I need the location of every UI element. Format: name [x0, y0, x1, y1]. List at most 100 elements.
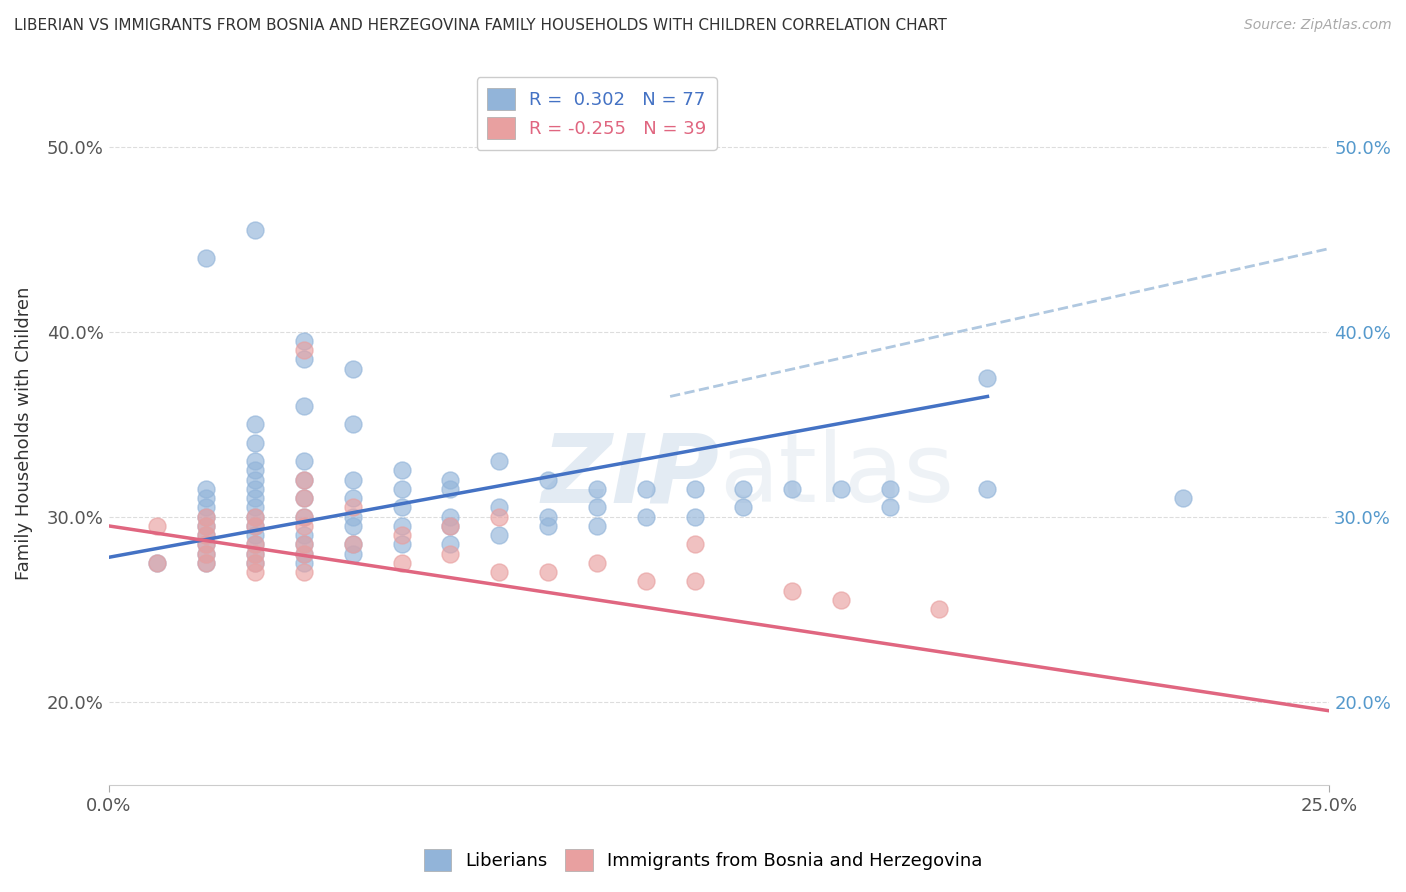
- Point: [292, 537, 315, 551]
- Point: [243, 519, 266, 533]
- Point: [243, 417, 266, 432]
- Point: [292, 509, 315, 524]
- Point: [146, 556, 169, 570]
- Point: [292, 565, 315, 579]
- Point: [733, 500, 755, 515]
- Text: Source: ZipAtlas.com: Source: ZipAtlas.com: [1244, 18, 1392, 32]
- Point: [243, 463, 266, 477]
- Point: [879, 482, 901, 496]
- Point: [586, 482, 609, 496]
- Point: [195, 509, 218, 524]
- Point: [879, 500, 901, 515]
- Point: [488, 565, 510, 579]
- Point: [292, 537, 315, 551]
- Point: [243, 509, 266, 524]
- Point: [683, 509, 706, 524]
- Point: [146, 519, 169, 533]
- Point: [1171, 491, 1194, 505]
- Point: [243, 454, 266, 468]
- Point: [292, 528, 315, 542]
- Point: [391, 482, 413, 496]
- Point: [146, 556, 169, 570]
- Point: [195, 509, 218, 524]
- Point: [195, 491, 218, 505]
- Point: [243, 509, 266, 524]
- Point: [292, 509, 315, 524]
- Point: [439, 482, 461, 496]
- Point: [391, 519, 413, 533]
- Point: [391, 556, 413, 570]
- Point: [780, 482, 803, 496]
- Point: [195, 556, 218, 570]
- Point: [195, 537, 218, 551]
- Point: [342, 361, 364, 376]
- Point: [342, 509, 364, 524]
- Point: [292, 547, 315, 561]
- Point: [537, 519, 560, 533]
- Point: [586, 519, 609, 533]
- Point: [292, 491, 315, 505]
- Point: [634, 482, 657, 496]
- Y-axis label: Family Households with Children: Family Households with Children: [15, 286, 32, 580]
- Point: [683, 482, 706, 496]
- Point: [342, 491, 364, 505]
- Point: [195, 251, 218, 265]
- Point: [976, 482, 998, 496]
- Legend: Liberians, Immigrants from Bosnia and Herzegovina: Liberians, Immigrants from Bosnia and He…: [416, 842, 990, 879]
- Point: [780, 583, 803, 598]
- Point: [683, 574, 706, 589]
- Point: [292, 473, 315, 487]
- Point: [243, 556, 266, 570]
- Point: [586, 556, 609, 570]
- Point: [195, 519, 218, 533]
- Point: [292, 352, 315, 367]
- Point: [537, 565, 560, 579]
- Point: [243, 491, 266, 505]
- Point: [243, 547, 266, 561]
- Point: [634, 574, 657, 589]
- Point: [195, 547, 218, 561]
- Point: [488, 500, 510, 515]
- Point: [634, 509, 657, 524]
- Point: [488, 454, 510, 468]
- Point: [928, 602, 950, 616]
- Point: [292, 454, 315, 468]
- Point: [195, 528, 218, 542]
- Point: [342, 417, 364, 432]
- Point: [243, 565, 266, 579]
- Point: [537, 473, 560, 487]
- Point: [488, 509, 510, 524]
- Point: [342, 537, 364, 551]
- Point: [243, 528, 266, 542]
- Point: [243, 547, 266, 561]
- Point: [292, 334, 315, 348]
- Text: LIBERIAN VS IMMIGRANTS FROM BOSNIA AND HERZEGOVINA FAMILY HOUSEHOLDS WITH CHILDR: LIBERIAN VS IMMIGRANTS FROM BOSNIA AND H…: [14, 18, 946, 33]
- Point: [195, 482, 218, 496]
- Point: [391, 537, 413, 551]
- Point: [195, 556, 218, 570]
- Point: [243, 537, 266, 551]
- Point: [391, 528, 413, 542]
- Point: [195, 537, 218, 551]
- Point: [292, 399, 315, 413]
- Point: [342, 519, 364, 533]
- Point: [830, 482, 852, 496]
- Point: [195, 547, 218, 561]
- Point: [292, 547, 315, 561]
- Point: [292, 343, 315, 358]
- Text: atlas: atlas: [718, 429, 955, 522]
- Point: [439, 519, 461, 533]
- Point: [292, 519, 315, 533]
- Point: [195, 500, 218, 515]
- Point: [733, 482, 755, 496]
- Point: [342, 537, 364, 551]
- Point: [830, 592, 852, 607]
- Point: [586, 500, 609, 515]
- Point: [292, 491, 315, 505]
- Point: [342, 500, 364, 515]
- Point: [243, 223, 266, 237]
- Point: [243, 482, 266, 496]
- Point: [243, 435, 266, 450]
- Point: [391, 463, 413, 477]
- Point: [976, 371, 998, 385]
